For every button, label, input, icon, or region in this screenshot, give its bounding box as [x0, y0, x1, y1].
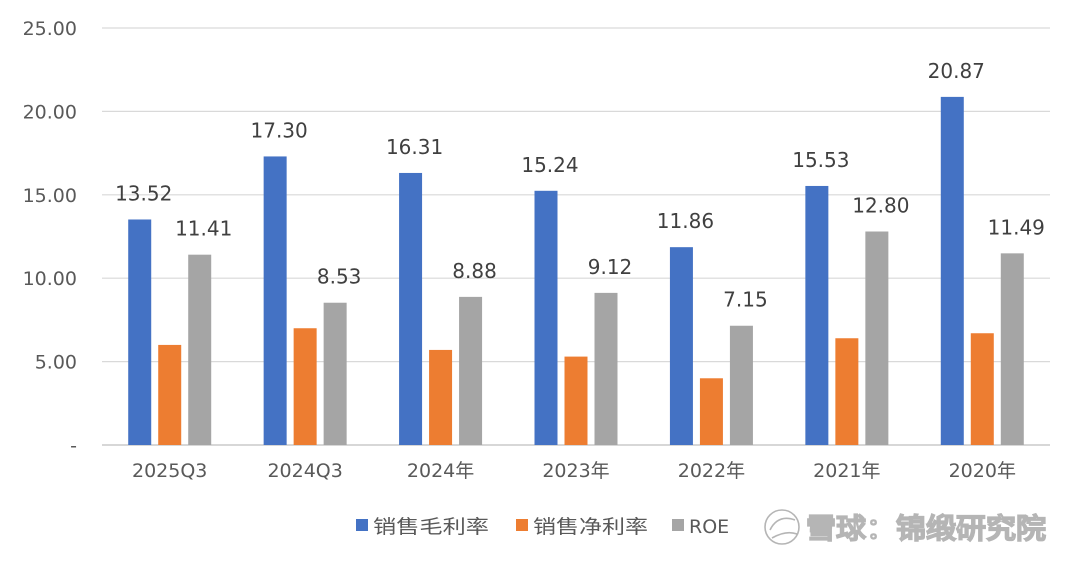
data-label-roe: 8.53	[317, 265, 362, 289]
x-tick-label: 2025Q3	[132, 460, 207, 482]
y-tick-label: 15.00	[23, 185, 77, 207]
bar-gross-margin	[128, 219, 152, 445]
y-tick-label: 20.00	[23, 101, 77, 123]
snowball-logo-icon	[764, 509, 800, 545]
legend-swatch-net-margin	[516, 519, 528, 531]
data-label-gross-margin: 11.86	[657, 209, 714, 233]
watermark: 雪球：锦缎研究院	[764, 509, 1047, 546]
legend: 销售毛利率 销售净利率 ROE	[356, 516, 729, 538]
x-tick-label: 2024年	[407, 460, 474, 482]
y-tick-label: 5.00	[35, 352, 77, 374]
x-tick-label: 2022年	[678, 460, 745, 482]
data-label-gross-margin: 17.30	[251, 118, 308, 142]
bar-net-margin	[564, 356, 588, 445]
watermark-text: 雪球：锦缎研究院	[806, 512, 1046, 545]
bar-net-margin	[293, 328, 317, 445]
data-label-roe: 7.15	[723, 288, 768, 312]
y-axis-tick-labels: - 5.00 10.00 15.00 20.00 25.00	[23, 18, 77, 457]
y-tick-label: -	[70, 435, 77, 457]
x-axis-category-labels: 2025Q3 2024Q3 2024年 2023年 2022年 2021年 2020年	[132, 460, 1016, 482]
legend-label-gross-margin: 销售毛利率	[373, 516, 489, 538]
data-label-gross-margin: 15.53	[792, 148, 849, 172]
x-tick-label: 2023年	[542, 460, 609, 482]
x-tick-label: 2020年	[949, 460, 1016, 482]
bar-net-margin	[158, 344, 182, 445]
data-labels: 13.52 17.30 16.31 15.24 11.86 15.53 20.87 11.41…	[115, 59, 1045, 312]
data-label-roe: 11.41	[175, 217, 232, 241]
data-label-gross-margin: 20.87	[928, 59, 985, 83]
data-label-roe: 8.88	[452, 259, 497, 283]
x-tick-label: 2024Q3	[267, 460, 342, 482]
bar-gross-margin	[534, 190, 558, 445]
bar-gross-margin	[399, 172, 423, 445]
data-label-gross-margin: 16.31	[386, 135, 443, 159]
y-tick-label: 10.00	[23, 268, 77, 290]
legend-swatch-gross-margin	[356, 519, 368, 531]
data-label-roe: 12.80	[852, 193, 909, 217]
bars	[128, 96, 1024, 445]
bar-roe	[729, 325, 753, 445]
y-tick-label: 25.00	[23, 18, 77, 40]
data-label-roe: 11.49	[988, 215, 1045, 239]
bar-net-margin	[970, 333, 994, 445]
bar-gross-margin	[669, 247, 693, 445]
bar-gross-margin	[940, 96, 964, 445]
gridlines	[102, 27, 1050, 446]
x-tick-label: 2021年	[813, 460, 880, 482]
bar-gross-margin	[805, 185, 829, 445]
legend-swatch-roe	[672, 519, 684, 531]
bar-roe	[459, 296, 483, 445]
bar-gross-margin	[263, 156, 287, 445]
bar-net-margin	[835, 338, 859, 445]
bar-roe	[594, 292, 618, 445]
bar-roe	[188, 254, 212, 445]
bar-roe	[865, 231, 889, 445]
bar-net-margin	[429, 349, 453, 445]
data-label-gross-margin: 13.52	[115, 181, 172, 205]
legend-label-net-margin: 销售净利率	[533, 516, 648, 538]
data-label-gross-margin: 15.24	[521, 153, 578, 177]
bar-roe	[323, 302, 347, 445]
bar-roe	[1000, 253, 1024, 445]
legend-label-roe: ROE	[689, 516, 729, 538]
data-label-roe: 9.12	[588, 255, 633, 279]
bar-net-margin	[699, 378, 723, 445]
